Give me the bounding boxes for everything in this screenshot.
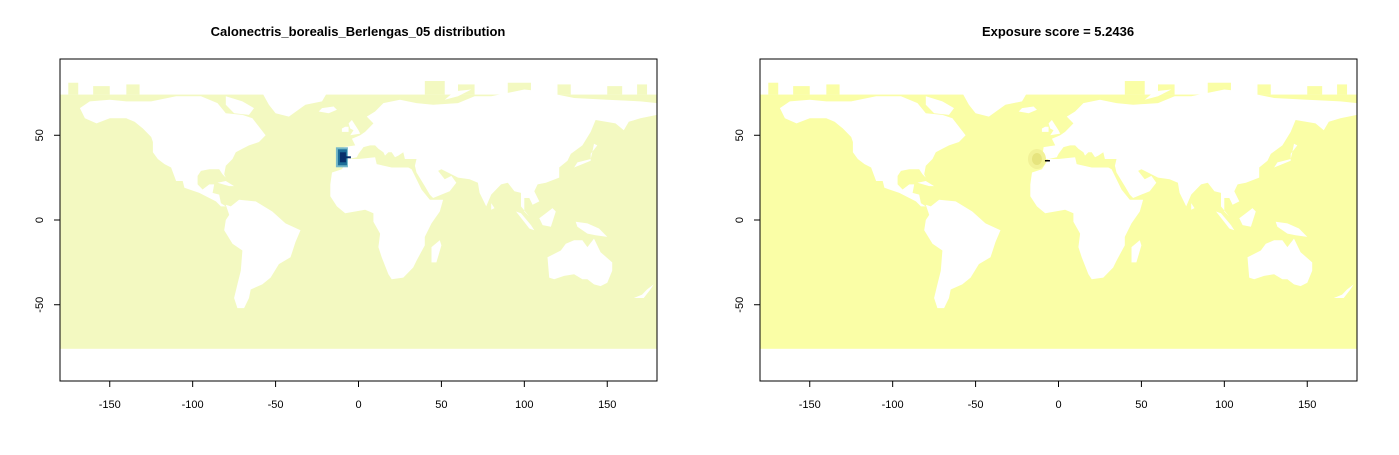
ocean-raster-fragment — [126, 84, 140, 95]
land-japan — [1274, 143, 1298, 168]
land-britain — [1048, 120, 1061, 136]
land-cuba — [917, 181, 935, 187]
ocean-raster-fragment — [637, 84, 648, 95]
ocean-raster-fragment — [507, 82, 531, 95]
hotspot-tail — [345, 156, 351, 159]
ocean-raster-fragment — [424, 81, 445, 95]
x-tick-label: 50 — [1135, 399, 1147, 411]
land-madagascar — [431, 240, 442, 263]
x-tick-label: 150 — [598, 399, 616, 411]
y-tick-label: -50 — [34, 297, 46, 313]
x-tick-label: -100 — [182, 399, 204, 411]
x-axis: -150 -100 -50 0 50 100 150 — [799, 380, 1316, 411]
exposure-map-svg: Exposure score = 5.2436 -150 -100 -50 0 50 10… — [734, 24, 1358, 411]
y-tick-label: -50 — [734, 297, 746, 313]
y-axis: -50 0 50 — [34, 129, 61, 313]
x-tick-label: 50 — [435, 399, 447, 411]
chart-title: Calonectris_borealis_Berlengas_05 distri… — [211, 24, 506, 39]
land-sumatra — [516, 211, 535, 231]
ocean-raster-fragment — [1337, 84, 1348, 95]
land-north-america — [79, 96, 266, 207]
land-arctic-islands — [159, 79, 243, 93]
land-arctic-islands — [859, 79, 943, 93]
land-novaya-zemlya — [444, 89, 472, 100]
land-africa — [1030, 157, 1144, 280]
land-borneo — [539, 208, 556, 227]
distribution-map-svg: Calonectris_borealis_Berlengas_05 distri… — [34, 24, 658, 411]
land-baffin — [225, 96, 254, 115]
plot-area — [60, 79, 657, 349]
y-tick-label: 0 — [34, 217, 46, 223]
land-eurasia — [341, 89, 657, 217]
ocean-raster-fragment — [768, 82, 779, 95]
x-tick-label: 0 — [355, 399, 361, 411]
ocean-raster-fragment — [1124, 81, 1145, 95]
land-japan — [574, 143, 598, 168]
exposure-map-panel: Exposure score = 5.2436 -150 -100 -50 0 50 10… — [700, 0, 1399, 455]
x-axis: -150 -100 -50 0 50 100 150 — [99, 380, 616, 411]
land-australia — [1247, 238, 1313, 287]
land-greenland — [237, 79, 327, 117]
land-madagascar — [1131, 240, 1142, 263]
ocean-raster-fragment — [1257, 84, 1271, 95]
x-tick-label: 100 — [1215, 399, 1233, 411]
hotspot-tail — [1044, 159, 1050, 162]
land-cuba — [217, 181, 235, 187]
plot-area — [760, 79, 1357, 349]
x-tick-label: -150 — [99, 399, 121, 411]
chart-title: Exposure score = 5.2436 — [982, 24, 1134, 39]
land-baffin — [925, 96, 954, 115]
land-new-guinea — [1275, 221, 1308, 237]
land-ireland — [1041, 126, 1049, 132]
land-iceland — [318, 106, 337, 114]
x-tick-label: -100 — [882, 399, 904, 411]
hotspot-core — [339, 152, 346, 163]
x-tick-label: 150 — [1298, 399, 1316, 411]
x-tick-label: 100 — [515, 399, 533, 411]
land-new-guinea — [575, 221, 608, 237]
land-novaya-zemlya — [1144, 89, 1172, 100]
land-north-america — [779, 96, 966, 207]
y-tick-label: 50 — [734, 129, 746, 141]
land-borneo — [1239, 208, 1256, 227]
land-svalbard — [376, 84, 404, 90]
ocean-raster-fragment — [1307, 86, 1323, 95]
ocean-raster-fragment — [793, 86, 810, 95]
ocean-raster-fragment — [826, 84, 840, 95]
land-sri-lanka — [1191, 203, 1195, 210]
ocean-raster-fragment — [607, 86, 623, 95]
x-tick-label: 0 — [1055, 399, 1061, 411]
land-south-america — [224, 199, 301, 309]
land-australia — [547, 238, 613, 287]
ocean-raster-fragment — [557, 84, 571, 95]
land-eurasia — [1041, 89, 1357, 217]
land-africa — [330, 157, 444, 280]
land-ireland — [341, 126, 349, 132]
land-new-zealand — [633, 284, 654, 298]
y-tick-label: 50 — [34, 129, 46, 141]
ocean-raster-fragment — [458, 84, 475, 95]
y-tick-label: 0 — [734, 217, 746, 223]
ocean-raster-fragment — [93, 86, 110, 95]
x-tick-label: -50 — [968, 399, 984, 411]
land-sri-lanka — [491, 203, 495, 210]
ocean-raster-fragment — [68, 82, 79, 95]
ocean-raster-fragment — [1207, 82, 1231, 95]
land-svalbard — [1076, 84, 1104, 90]
x-tick-label: -50 — [268, 399, 284, 411]
distribution-map-panel: Calonectris_borealis_Berlengas_05 distri… — [0, 0, 699, 455]
land-sumatra — [1216, 211, 1235, 231]
land-britain — [348, 120, 361, 136]
ocean-raster-fragment — [1158, 84, 1175, 95]
land-new-zealand — [1333, 284, 1354, 298]
hotspot-core — [1031, 152, 1042, 165]
x-tick-label: -150 — [799, 399, 821, 411]
land-greenland — [937, 79, 1027, 117]
y-axis: -50 0 50 — [734, 129, 761, 313]
land-south-america — [924, 199, 1001, 309]
land-iceland — [1018, 106, 1037, 114]
